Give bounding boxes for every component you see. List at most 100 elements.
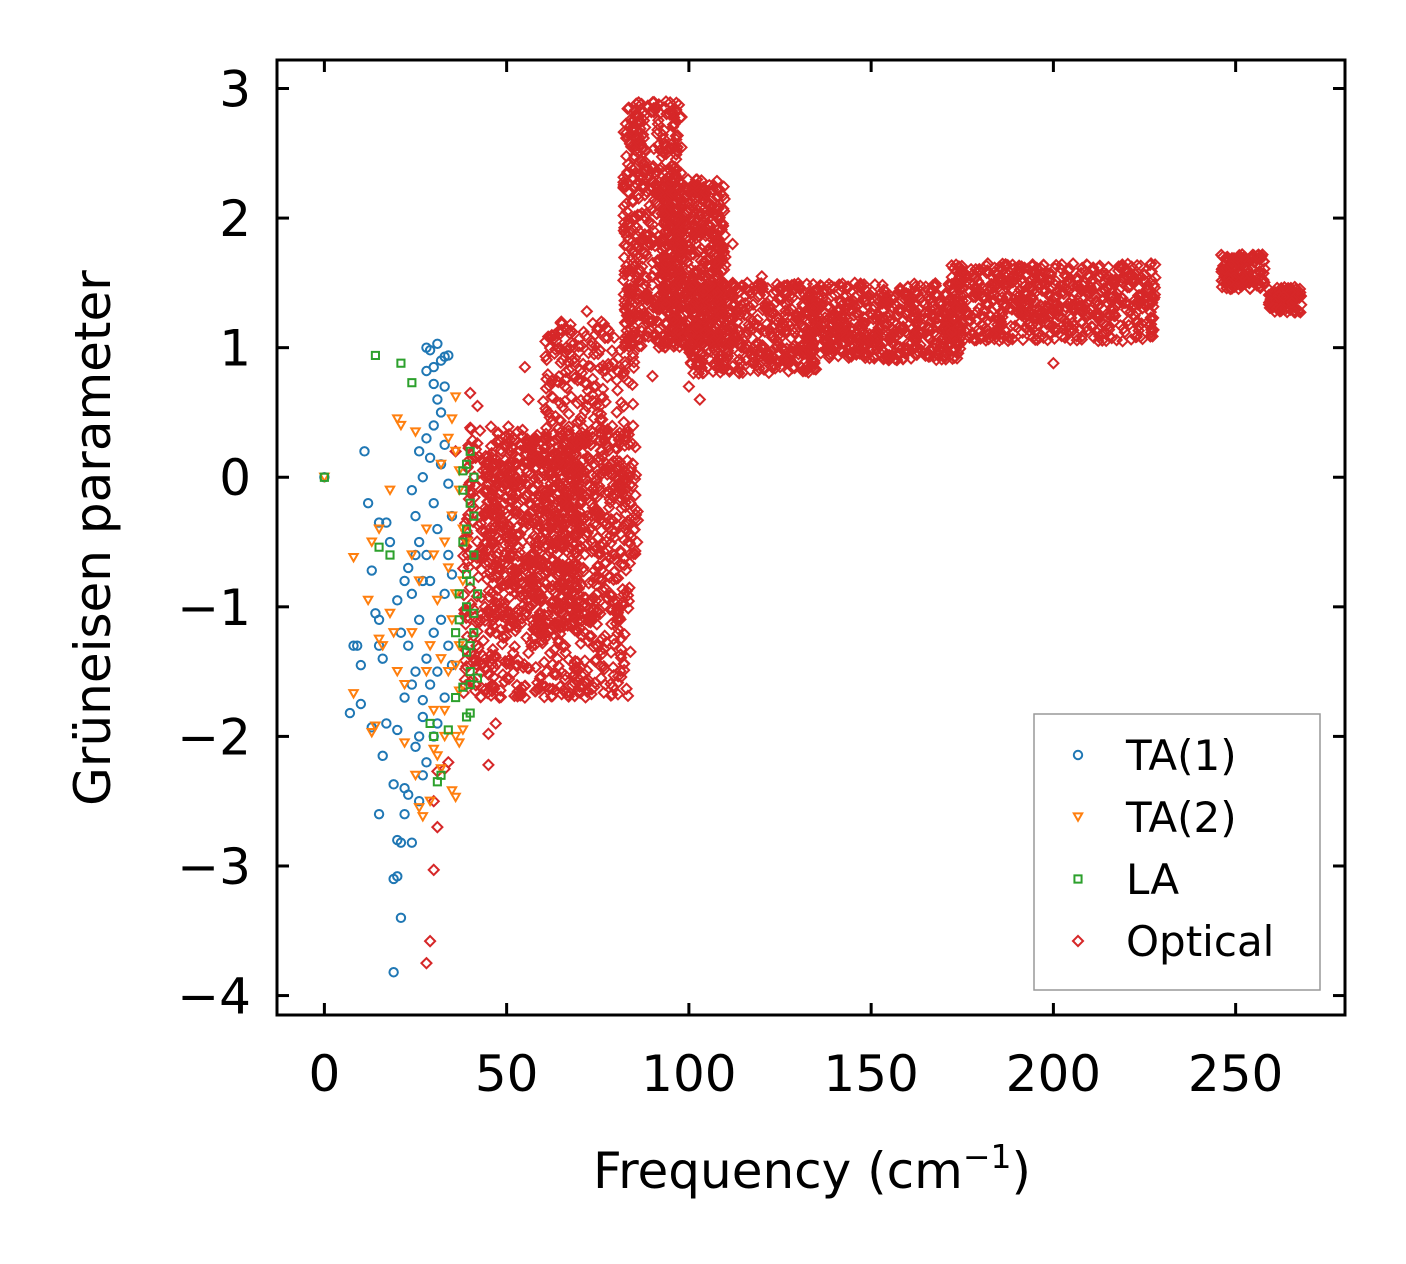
data-point bbox=[1104, 303, 1118, 316]
data-point bbox=[546, 482, 560, 496]
data-point bbox=[461, 712, 472, 722]
data-point bbox=[603, 496, 617, 510]
data-point bbox=[410, 666, 421, 677]
data-point bbox=[1007, 298, 1021, 312]
data-point bbox=[699, 187, 713, 201]
data-point bbox=[319, 472, 329, 482]
data-point bbox=[582, 576, 596, 590]
data-point bbox=[901, 343, 914, 357]
data-point bbox=[1063, 333, 1077, 347]
data-point bbox=[599, 395, 612, 409]
data-point bbox=[435, 355, 447, 366]
data-point bbox=[388, 967, 399, 978]
data-point bbox=[537, 655, 551, 669]
data-point bbox=[657, 146, 671, 160]
data-point bbox=[770, 334, 784, 347]
data-point bbox=[548, 471, 562, 485]
data-point bbox=[617, 221, 631, 235]
data-point bbox=[435, 459, 447, 471]
data-point bbox=[614, 642, 628, 656]
data-point bbox=[503, 606, 517, 620]
data-point bbox=[449, 660, 462, 671]
data-point bbox=[673, 340, 687, 354]
data-point bbox=[1047, 332, 1061, 346]
data-point bbox=[1037, 331, 1050, 345]
data-point bbox=[833, 302, 847, 316]
data-point bbox=[432, 394, 443, 405]
data-point bbox=[547, 594, 561, 608]
data-point bbox=[1287, 305, 1301, 319]
data-point bbox=[1115, 295, 1128, 309]
data-point bbox=[648, 293, 662, 307]
data-point bbox=[555, 687, 569, 701]
data-point bbox=[969, 333, 983, 347]
data-point bbox=[681, 172, 695, 186]
data-point bbox=[1144, 317, 1158, 331]
data-point bbox=[879, 285, 893, 299]
data-point bbox=[1117, 322, 1130, 335]
series-la bbox=[319, 350, 483, 787]
data-point bbox=[518, 691, 532, 704]
data-point bbox=[834, 308, 848, 322]
data-point bbox=[625, 123, 639, 137]
data-point bbox=[347, 553, 360, 564]
data-point bbox=[613, 664, 627, 678]
data-point bbox=[674, 275, 687, 289]
data-point bbox=[612, 462, 626, 476]
data-point bbox=[567, 488, 581, 502]
data-point bbox=[618, 304, 632, 318]
data-point bbox=[638, 120, 652, 134]
data-point bbox=[1128, 293, 1142, 307]
data-point bbox=[545, 451, 559, 465]
data-point bbox=[513, 589, 527, 603]
data-point bbox=[525, 550, 539, 564]
data-point bbox=[487, 482, 500, 496]
data-point bbox=[996, 257, 1009, 271]
data-point bbox=[621, 588, 635, 602]
data-point bbox=[570, 625, 584, 639]
data-point bbox=[391, 667, 404, 678]
data-point bbox=[439, 692, 450, 703]
data-point bbox=[484, 624, 498, 638]
data-point bbox=[587, 457, 601, 471]
data-point bbox=[511, 653, 525, 667]
data-point bbox=[355, 659, 367, 671]
data-point bbox=[735, 302, 749, 316]
data-point bbox=[1147, 278, 1161, 292]
legend-item-ta2: TA(2) bbox=[1072, 793, 1237, 842]
data-point bbox=[620, 584, 634, 598]
data-point bbox=[580, 399, 594, 413]
data-point bbox=[756, 282, 770, 296]
data-point bbox=[585, 388, 599, 402]
data-point bbox=[465, 576, 475, 586]
data-point bbox=[617, 251, 631, 264]
data-point bbox=[946, 352, 959, 366]
data-point bbox=[1073, 322, 1087, 336]
data-point bbox=[522, 393, 535, 406]
data-point bbox=[552, 430, 565, 444]
data-point bbox=[949, 278, 963, 292]
data-point bbox=[992, 334, 1006, 348]
data-point bbox=[922, 350, 935, 363]
data-point bbox=[773, 331, 787, 345]
data-point bbox=[485, 586, 499, 600]
data-point bbox=[562, 407, 576, 421]
data-point bbox=[524, 562, 538, 576]
data-point bbox=[751, 364, 765, 378]
data-point bbox=[428, 420, 439, 431]
data-point bbox=[754, 277, 768, 290]
data-point bbox=[481, 450, 495, 463]
data-point bbox=[596, 583, 609, 597]
data-point bbox=[458, 682, 468, 692]
data-point bbox=[712, 355, 726, 369]
data-point bbox=[541, 367, 555, 381]
data-point bbox=[500, 671, 514, 685]
data-point bbox=[682, 239, 696, 253]
data-point bbox=[657, 329, 671, 343]
data-point bbox=[834, 344, 848, 358]
data-point bbox=[623, 496, 637, 510]
data-point bbox=[485, 471, 499, 485]
data-point bbox=[533, 606, 547, 620]
data-point bbox=[983, 309, 997, 323]
data-point bbox=[624, 547, 638, 560]
